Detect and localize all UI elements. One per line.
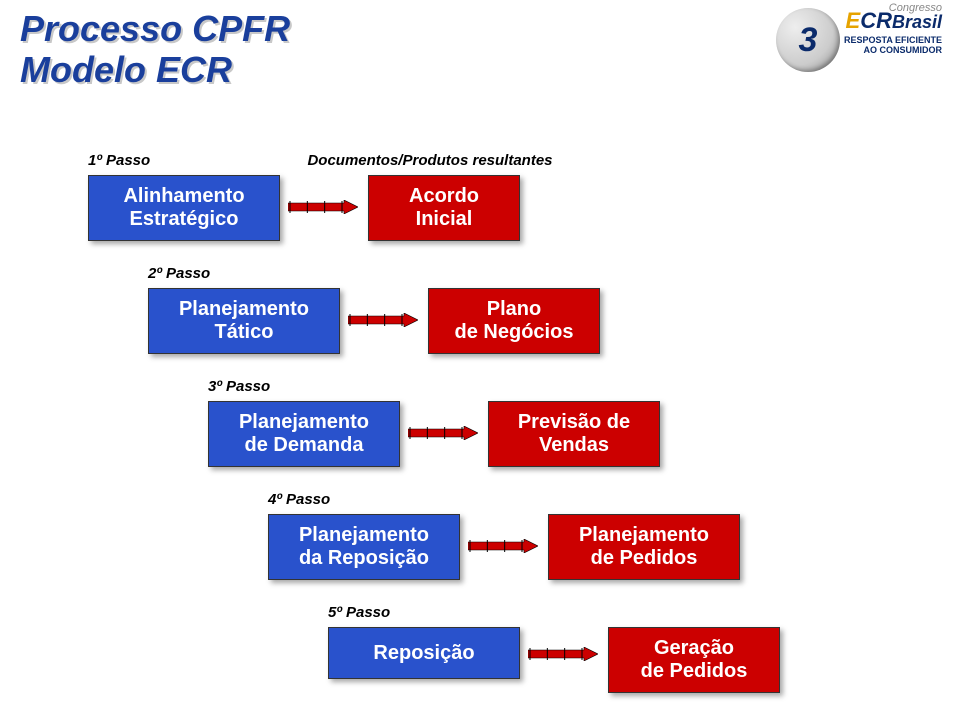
- title-line-1: Processo CPFR: [20, 8, 290, 49]
- step-label-3: 3º Passo: [208, 378, 270, 395]
- slide: { "title_line1": "Processo CPFR", "title…: [0, 0, 960, 720]
- brand-rest: CR: [860, 8, 892, 33]
- step-box-1: AlinhamentoEstratégico: [88, 175, 280, 241]
- step-label-2: 2º Passo: [148, 265, 210, 282]
- step-box-4-text: Planejamentoda Reposição: [299, 524, 429, 570]
- brand-name: ECRBrasil: [844, 8, 942, 34]
- step-box-3: Planejamentode Demanda: [208, 401, 400, 467]
- step-label-1: 1º Passo: [88, 152, 150, 169]
- result-box-4-text: Planejamentode Pedidos: [579, 524, 709, 570]
- brand-country: Brasil: [892, 12, 942, 32]
- step-box-4: Planejamentoda Reposição: [268, 514, 460, 580]
- step-box-5: Reposição: [328, 627, 520, 679]
- step-box-2: PlanejamentoTático: [148, 288, 340, 354]
- slide-title: Processo CPFR Modelo ECR: [20, 8, 290, 91]
- result-box-2: Planode Negócios: [428, 288, 600, 354]
- step-label-4: 4º Passo: [268, 491, 330, 508]
- brand-letter-e: E: [846, 8, 861, 33]
- brand-logo: ECRBrasil RESPOSTA EFICIENTE AO CONSUMID…: [844, 8, 942, 56]
- tagline-1: RESPOSTA EFICIENTE: [844, 35, 942, 45]
- step-box-5-text: Reposição: [373, 642, 474, 665]
- congress-number-badge: 3: [776, 8, 840, 72]
- result-box-5-text: Geraçãode Pedidos: [641, 637, 748, 683]
- arrow-2: [348, 313, 418, 327]
- brand-tagline: RESPOSTA EFICIENTE AO CONSUMIDOR: [844, 36, 942, 56]
- step-box-3-text: Planejamentode Demanda: [239, 411, 369, 457]
- result-box-1: AcordoInicial: [368, 175, 520, 241]
- arrow-1: [288, 200, 358, 214]
- result-box-3-text: Previsão deVendas: [518, 411, 630, 457]
- step-box-2-text: PlanejamentoTático: [179, 298, 309, 344]
- title-line-2: Modelo ECR: [20, 49, 232, 90]
- result-box-2-text: Planode Negócios: [455, 298, 574, 344]
- result-box-4: Planejamentode Pedidos: [548, 514, 740, 580]
- documents-header: Documentos/Produtos resultantes: [300, 152, 560, 169]
- result-box-1-text: AcordoInicial: [409, 185, 479, 231]
- step-box-1-text: AlinhamentoEstratégico: [123, 185, 244, 231]
- tagline-2: AO CONSUMIDOR: [864, 45, 943, 55]
- result-box-5: Geraçãode Pedidos: [608, 627, 780, 693]
- arrow-5: [528, 647, 598, 661]
- result-box-3: Previsão deVendas: [488, 401, 660, 467]
- step-label-5: 5º Passo: [328, 604, 390, 621]
- arrow-3: [408, 426, 478, 440]
- arrow-4: [468, 539, 538, 553]
